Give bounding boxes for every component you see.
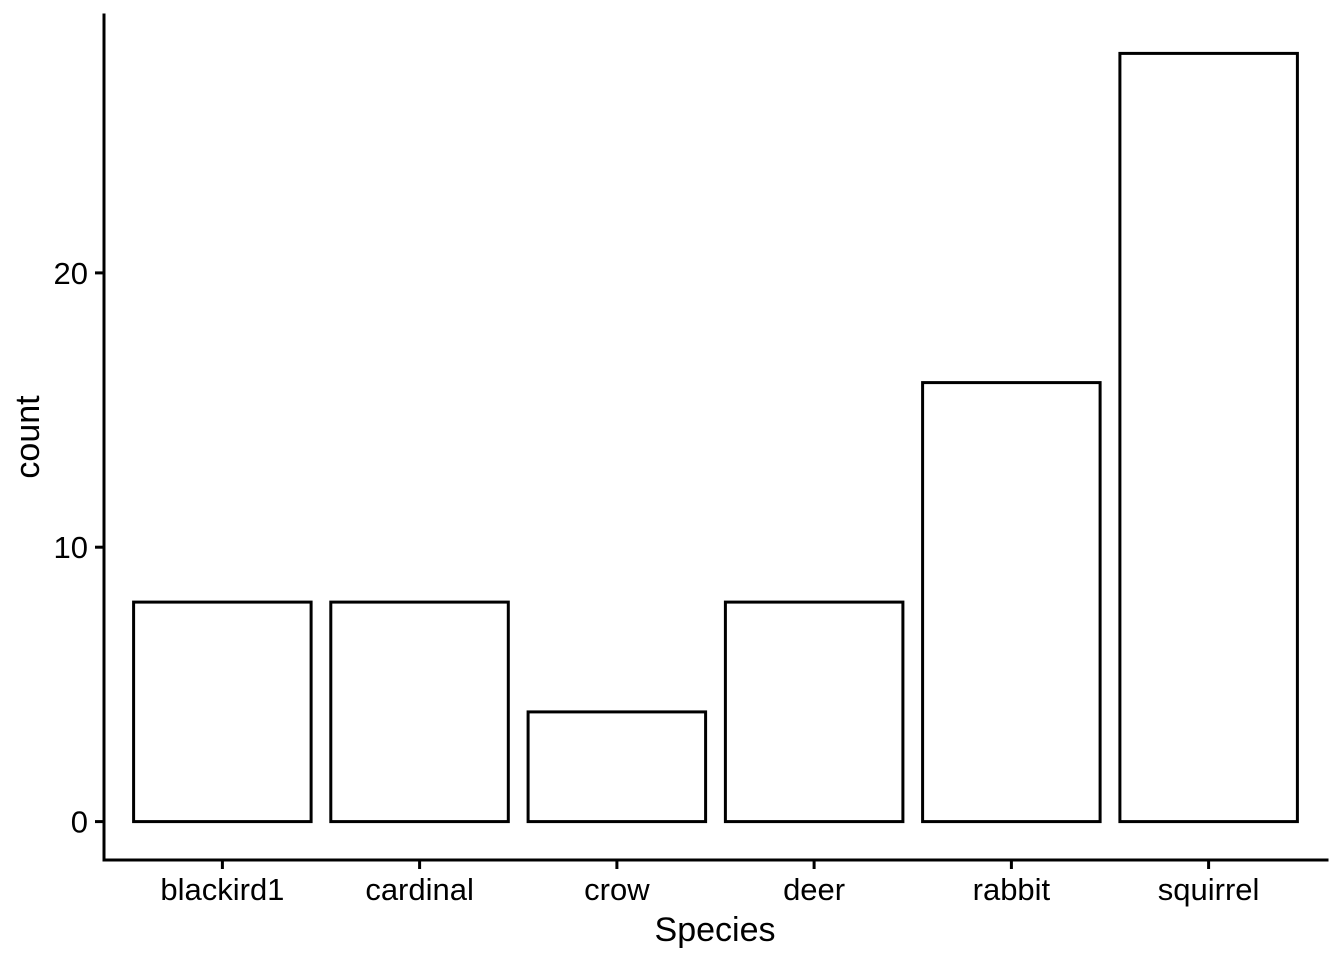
bar-crow [526, 710, 708, 824]
x-tick-label-rabbit: rabbit [973, 872, 1051, 907]
axes-group: blackird1 cardinal crow deer rabbit squirrel 0… [54, 13, 1329, 907]
bars-group [132, 51, 1299, 824]
x-axis-title: Species [655, 911, 776, 949]
x-tick-label-squirrel: squirrel [1158, 872, 1260, 907]
x-tick-label-deer: deer [783, 872, 845, 907]
bar-squirrel [1118, 51, 1299, 824]
y-tick-label-0: 0 [71, 805, 88, 840]
bar-rabbit [921, 381, 1102, 824]
bar-cardinal [329, 600, 510, 824]
x-tick-label-blackird1: blackird1 [160, 872, 284, 907]
bar-deer [723, 600, 905, 824]
y-tick-label-20: 20 [54, 256, 88, 291]
x-tick-label-cardinal: cardinal [365, 872, 474, 907]
x-tick-label-crow: crow [584, 872, 650, 907]
bar-blackird1 [132, 600, 313, 824]
y-tick-label-10: 10 [54, 530, 88, 565]
y-axis-title: count [9, 395, 47, 479]
